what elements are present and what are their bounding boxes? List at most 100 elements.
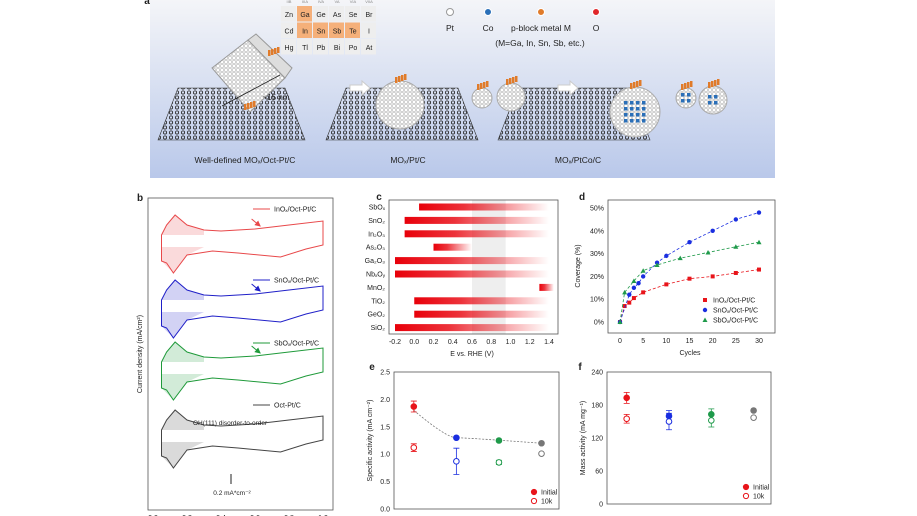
legend-label: InOₓ/Oct-Pt/C [274,207,316,214]
co-atom [636,101,640,105]
x-tick-label: 1.2 [525,339,535,346]
group-label: IIB [287,0,292,4]
y-tick-label: 1.5 [380,424,390,431]
y-tick-label: 1.0 [380,452,390,459]
element-symbol: Tl [302,45,308,52]
element-symbol: Sn [317,29,326,36]
element-cell [361,22,376,38]
data-point [617,319,623,324]
oxide-cluster [509,78,512,84]
x-tick-label: 0.6 [467,339,477,346]
oxide-cluster [477,84,480,90]
element-cell [297,39,312,55]
x-tick-label: 15 [686,338,694,345]
data-point [631,278,637,283]
x-tick-label: 0.2 [429,339,439,346]
co-atom [708,101,712,105]
oxide-cluster [708,82,711,88]
legend-note: (M=Ga, In, Sn, Sb, etc.) [495,38,585,48]
oxide-cluster [401,75,404,81]
y-tick-label: 0 [599,502,603,509]
data-point [664,282,669,287]
element-symbol: Ga [300,12,309,19]
y-axis-label: Coverage (%) [575,244,582,287]
co-atom [681,99,685,103]
element-cell [329,22,344,38]
annotation-label: OH(111) disorder-to-order [193,420,268,427]
schematic-panel-a: a IIB IIIA IVA VA VIA VIIA Zn Ga Ge As Se Br Cd In Sn Sb… [144,0,775,178]
data-point [687,240,692,245]
pt-nanoparticle [375,80,425,130]
co-atom [630,107,634,111]
oxide-cluster [274,48,277,54]
data-point [733,270,738,275]
oxide-cluster [630,83,633,89]
data-point [677,255,683,261]
legend-label: 10k [541,499,553,506]
process-arrow-icon [349,79,371,97]
y-tick-label: 0.0 [380,507,390,514]
y-tick-label: 60 [595,469,603,476]
oxide-cluster [486,81,489,87]
data-point [664,253,669,259]
y-tick-label: 2.5 [380,370,390,377]
oxide-cluster [480,83,483,89]
element-symbol: Zn [285,12,293,19]
fit-line [619,269,760,323]
oxide-cluster [711,81,714,87]
stability-bar [404,230,549,238]
y-tick-label: 0.5 [380,479,390,486]
legend-marker [530,497,538,505]
data-point [708,417,715,424]
legend-label: SbOₓ/Oct-Pt/C [713,318,758,325]
oxide-cluster [687,82,690,88]
pt-nanoparticle [496,82,526,112]
element-cell [345,39,360,55]
y-tick-label: 10% [590,297,604,304]
oxide-cluster [404,74,407,80]
x-tick-label: 25 [732,338,740,345]
legend-atom-icon [537,8,545,16]
legend-label: 10k [753,494,765,501]
x-tick-label: -0.2 [389,339,401,346]
data-point [636,281,641,286]
stability-bar [395,257,549,265]
element-symbol: As [333,12,342,19]
legend-label: O [593,23,600,33]
y-tick-label: GeO₂ [368,312,386,319]
legend-atom-icon [592,8,600,16]
data-point [622,289,628,295]
element-symbol: Ge [316,12,325,19]
pt-nanoparticle [471,87,493,109]
panel-c-stability-window: c SbOₓ SnO₂ In₂O₃ As₂O₃ Ga₂O₃ NbₓOᵧ MnO₂ TiO₂ GeO… [365,192,559,358]
legend-marker [742,483,750,491]
x-tick-label: 0.4 [448,339,458,346]
panel-label-b: b [137,193,143,204]
hupd-shade [161,410,204,430]
data-point [538,450,545,457]
group-label: VIIA [365,0,373,4]
co-atom [630,119,634,123]
element-cell [361,39,376,55]
panel-label-d: d [579,192,585,203]
element-cell [313,39,328,55]
co-atom [624,119,628,123]
oxide-cluster [633,82,636,88]
group-label: IIIA [302,0,308,4]
y-tick-label: SiO₂ [371,325,386,332]
oxide-cluster [244,104,247,110]
group-label: IVA [318,0,324,4]
data-point [410,403,418,410]
x-tick-label: 20 [709,338,717,345]
element-symbol: At [366,45,373,52]
oxide-cluster [506,79,509,85]
panel-label: f [578,362,582,373]
co-atom [681,93,685,97]
oxide-cluster [398,76,401,82]
legend-marker [742,492,750,500]
oxide-cluster [268,50,271,56]
data-point [687,276,692,281]
y-tick-label: 30% [590,251,604,258]
